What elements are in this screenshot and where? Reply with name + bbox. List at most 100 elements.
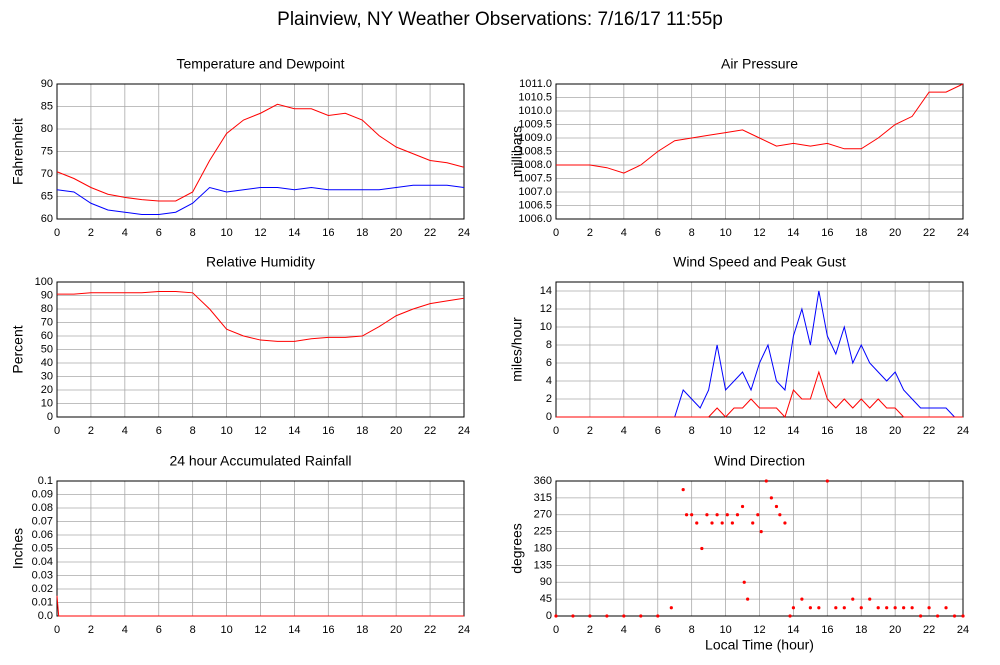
plot-frame	[56, 281, 465, 418]
data-point	[764, 479, 768, 483]
x-tick-label: 2	[587, 425, 593, 437]
data-point	[622, 614, 626, 618]
panel-title: Air Pressure	[721, 56, 798, 72]
y-tick-label: 1010.5	[518, 91, 552, 103]
y-tick-label: 30	[41, 370, 53, 382]
y-tick-label: 60	[41, 213, 53, 225]
data-point	[944, 606, 948, 610]
x-tick-label: 0	[54, 227, 60, 239]
y-tick-label: 40	[41, 357, 53, 369]
x-tick-label: 4	[621, 624, 627, 636]
data-point	[800, 597, 804, 601]
data-point	[605, 614, 609, 618]
x-tick-label: 14	[288, 624, 300, 636]
data-line	[556, 370, 963, 418]
y-axis-label: miles/hour	[509, 317, 525, 382]
x-tick-label: 12	[254, 227, 266, 239]
x-tick-label: 12	[753, 227, 765, 239]
x-tick-label: 22	[424, 624, 436, 636]
chart-title: Plainview, NY Weather Observations: 7/16…	[277, 9, 723, 30]
y-tick-label: 1007.5	[518, 172, 552, 184]
x-tick-label: 12	[753, 624, 765, 636]
data-point	[730, 521, 734, 525]
y-tick-label: 1006.0	[518, 213, 552, 225]
data-point	[885, 606, 889, 610]
x-tick-label: 24	[957, 227, 969, 239]
y-tick-label: 0.02	[32, 583, 53, 595]
x-tick-label: 18	[855, 227, 867, 239]
data-line	[556, 83, 964, 174]
x-tick-label: 4	[122, 227, 128, 239]
y-axis-label: Fahrenheit	[10, 118, 26, 185]
x-tick-label: 18	[855, 624, 867, 636]
data-point	[639, 614, 643, 618]
y-tick-label: 1008.5	[518, 145, 552, 157]
y-tick-label: 10	[41, 397, 53, 409]
y-tick-label: 0.01	[32, 596, 53, 608]
y-tick-label: 360	[534, 475, 552, 487]
data-point	[834, 606, 838, 610]
data-point	[952, 614, 957, 618]
data-point	[893, 606, 897, 610]
plot-frame	[555, 83, 964, 220]
data-point	[681, 488, 685, 492]
x-tick-label: 0	[553, 425, 559, 437]
y-tick-label: 70	[41, 316, 53, 328]
x-tick-label: 10	[719, 624, 731, 636]
y-axis-label: millibars	[509, 126, 525, 177]
data-point	[774, 504, 779, 509]
y-tick-label: 10	[540, 321, 552, 333]
data-point	[715, 513, 719, 517]
data-point	[778, 513, 782, 517]
y-tick-label: 0.04	[32, 556, 53, 568]
y-tick-label: 0.09	[32, 488, 53, 500]
x-tick-label: 18	[356, 227, 368, 239]
x-tick-label: 2	[88, 624, 94, 636]
x-axis-label: Local Time (hour)	[705, 637, 814, 653]
data-point	[876, 606, 880, 610]
x-tick-label: 0	[54, 425, 60, 437]
y-tick-label: 135	[534, 559, 552, 571]
data-point	[935, 614, 940, 618]
data-point	[961, 614, 965, 618]
y-tick-label: 85	[41, 100, 53, 112]
y-tick-label: 8	[546, 339, 552, 351]
x-tick-label: 24	[458, 425, 470, 437]
data-point	[919, 614, 923, 618]
y-tick-label: 0	[546, 411, 552, 423]
x-tick-label: 16	[821, 425, 833, 437]
panel-title: Temperature and Dewpoint	[176, 56, 344, 72]
data-point	[902, 606, 906, 610]
data-point	[842, 606, 846, 610]
y-tick-label: 80	[41, 123, 53, 135]
x-tick-label: 20	[390, 425, 402, 437]
data-point	[788, 614, 792, 618]
x-tick-label: 20	[390, 624, 402, 636]
x-tick-label: 6	[156, 227, 162, 239]
x-tick-label: 4	[621, 227, 627, 239]
panel-title: Relative Humidity	[206, 254, 315, 270]
x-tick-label: 2	[88, 227, 94, 239]
x-tick-label: 22	[923, 425, 935, 437]
x-tick-label: 8	[689, 624, 695, 636]
x-tick-label: 20	[889, 227, 901, 239]
data-point	[742, 580, 746, 584]
x-tick-label: 16	[322, 624, 334, 636]
x-tick-label: 0	[553, 227, 559, 239]
x-tick-label: 20	[889, 624, 901, 636]
data-point	[684, 513, 689, 517]
y-tick-label: 1008.0	[518, 159, 552, 171]
x-tick-label: 16	[322, 425, 334, 437]
data-point	[910, 606, 914, 610]
plot-frame	[56, 83, 465, 220]
x-tick-label: 24	[957, 425, 969, 437]
x-tick-label: 16	[821, 227, 833, 239]
x-tick-label: 8	[689, 425, 695, 437]
x-tick-label: 4	[122, 425, 128, 437]
data-point	[554, 614, 558, 618]
y-tick-label: 180	[534, 542, 552, 554]
y-tick-label: 270	[534, 509, 552, 521]
x-tick-label: 20	[390, 227, 402, 239]
